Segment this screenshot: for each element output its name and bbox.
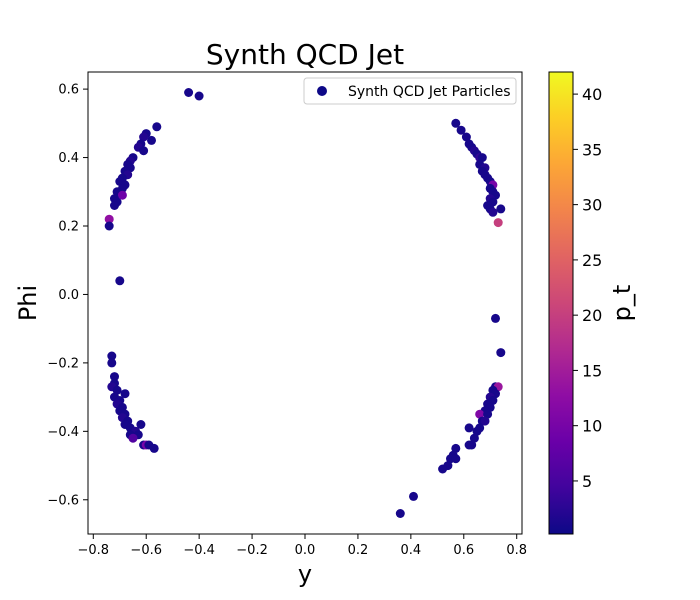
scatter-point bbox=[451, 454, 461, 464]
x-tick-label: −0.6 bbox=[130, 543, 162, 558]
legend-label: Synth QCD Jet Particles bbox=[348, 84, 511, 100]
scatter-point bbox=[472, 426, 482, 436]
scatter-point bbox=[139, 146, 149, 156]
points-layer bbox=[104, 88, 506, 518]
scatter-point bbox=[136, 420, 146, 429]
scatter-point bbox=[147, 135, 156, 145]
y-tick-label: 0.6 bbox=[58, 83, 79, 98]
scatter-point bbox=[464, 440, 474, 450]
x-tick-label: 0.2 bbox=[348, 543, 369, 558]
scatter-point bbox=[475, 409, 485, 419]
colorbar-tick-label: 35 bbox=[582, 140, 602, 159]
legend-box bbox=[303, 77, 517, 105]
scatter-point bbox=[451, 443, 461, 453]
scatter-point bbox=[451, 118, 461, 128]
y-tick-label: 0.2 bbox=[58, 220, 79, 235]
scatter-point bbox=[117, 190, 127, 200]
scatter-point bbox=[395, 509, 405, 518]
y-tick-label: −0.2 bbox=[47, 356, 79, 371]
y-tick-label: −0.4 bbox=[47, 425, 79, 440]
scatter-point bbox=[488, 207, 498, 217]
colorbar bbox=[548, 71, 574, 535]
legend-marker bbox=[317, 86, 327, 96]
scatter-point bbox=[464, 423, 474, 433]
scatter-point bbox=[477, 153, 487, 163]
y-tick-label: 0.4 bbox=[58, 151, 79, 166]
scatter-point bbox=[112, 385, 122, 395]
scatter-point bbox=[480, 416, 490, 426]
scatter-point bbox=[110, 201, 119, 210]
scatter-point bbox=[152, 122, 162, 132]
y-tick-label: −0.6 bbox=[47, 493, 79, 508]
scatter-point bbox=[194, 91, 204, 101]
scatter-point bbox=[107, 358, 117, 368]
y-axis-ticks: −0.6 −0.4 −0.2 0.0 0.2 0.4 0.6 bbox=[47, 83, 88, 508]
scatter-point bbox=[496, 348, 506, 358]
colorbar-tick-label: 25 bbox=[582, 251, 602, 270]
x-tick-label: 0.0 bbox=[295, 543, 316, 558]
chart-title: Synth QCD Jet bbox=[206, 38, 404, 71]
colorbar-tick-label: 40 bbox=[582, 85, 602, 104]
scatter-point bbox=[469, 433, 479, 443]
scatter-point bbox=[483, 409, 493, 419]
x-tick-label: 0.4 bbox=[401, 543, 422, 558]
y-axis-label: Phi bbox=[14, 285, 42, 321]
colorbar-tick-label: 30 bbox=[582, 196, 602, 215]
scatter-point bbox=[438, 464, 448, 474]
x-axis-ticks: −0.8 −0.6 −0.4 −0.2 0.0 0.2 0.4 0.6 0.8 bbox=[78, 534, 527, 558]
legend: Synth QCD Jet Particles bbox=[303, 77, 517, 105]
colorbar-label: p_t bbox=[608, 285, 636, 322]
scatter-point bbox=[107, 351, 117, 361]
scatter-point bbox=[104, 214, 114, 224]
scatter-point bbox=[493, 218, 503, 228]
x-axis-label: y bbox=[298, 560, 312, 588]
scatter-point bbox=[461, 132, 471, 142]
x-tick-label: −0.2 bbox=[236, 543, 268, 558]
scatter-point bbox=[110, 372, 119, 382]
scatter-point bbox=[115, 276, 125, 286]
y-tick-label: 0.0 bbox=[58, 288, 79, 303]
colorbar-tick-label: 20 bbox=[582, 306, 602, 325]
x-tick-label: −0.8 bbox=[78, 543, 110, 558]
scatter-point bbox=[149, 443, 159, 453]
colorbar-tick-label: 10 bbox=[582, 417, 602, 436]
scatter-point bbox=[496, 204, 506, 214]
scatter-point bbox=[104, 221, 114, 231]
scatter-point bbox=[120, 389, 130, 399]
scatter-point bbox=[128, 433, 138, 443]
scatter-point bbox=[139, 132, 149, 142]
colorbar-ticks: 5 10 15 20 25 30 35 40 bbox=[573, 85, 602, 491]
x-tick-label: −0.4 bbox=[183, 543, 215, 558]
colorbar-tick-label: 5 bbox=[582, 472, 592, 491]
colorbar-tick-label: 15 bbox=[582, 361, 602, 380]
scatter-point bbox=[491, 313, 500, 323]
x-tick-label: 0.8 bbox=[506, 543, 527, 558]
scatter-point bbox=[456, 125, 466, 135]
scatter-point bbox=[409, 491, 418, 501]
x-tick-label: 0.6 bbox=[453, 543, 474, 558]
scatter-point bbox=[184, 88, 194, 97]
